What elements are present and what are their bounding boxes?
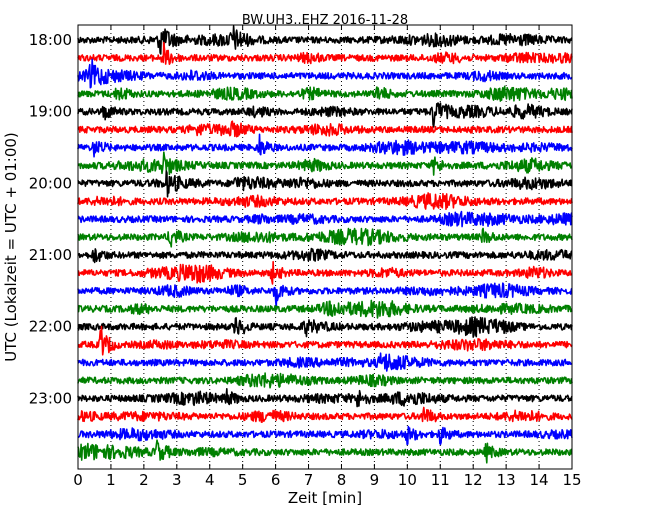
trace-row-19 [77,372,573,389]
seismogram-traces [77,25,573,464]
y-tick-label: 20:00 [29,174,72,192]
x-tick-label: 3 [172,471,182,489]
x-tick-label: 15 [562,471,581,489]
trace-row-5 [77,120,573,138]
trace-row-11 [77,227,573,248]
trace-row-22 [77,425,573,446]
x-tick-label: 1 [106,471,116,489]
x-axis-ticks: 0 1 2 3 4 5 6 7 8 9 10 11 12 13 14 15 [73,25,582,489]
trace-row-8 [77,170,573,198]
trace-row-4 [77,102,573,128]
x-tick-label: 14 [530,471,549,489]
x-tick-label: 2 [139,471,149,489]
trace-row-12 [77,247,573,264]
x-tick-label: 4 [205,471,215,489]
trace-row-16 [77,316,573,338]
trace-row-14 [77,282,573,309]
y-tick-label: 18:00 [29,31,72,49]
trace-row-9 [77,192,573,210]
trace-row-23 [77,439,573,464]
trace-row-7 [77,151,573,176]
trace-row-0 [77,25,573,55]
trace-row-21 [77,406,573,424]
chart-title: BW.UH3..EHZ 2016-11-28 [242,13,408,28]
trace-row-10 [77,210,573,228]
x-tick-label: 5 [238,471,248,489]
trace-row-6 [77,133,573,158]
trace-row-13 [77,260,573,285]
x-tick-label: 12 [464,471,483,489]
y-axis-label: UTC (Lokalzeit = UTC + 01:00) [2,132,20,362]
trace-row-2 [77,58,573,89]
x-tick-label: 9 [370,471,380,489]
y-tick-label: 21:00 [29,246,72,264]
y-tick-label: 23:00 [29,389,72,407]
trace-row-3 [77,85,573,102]
trace-row-18 [77,352,573,372]
y-tick-label: 22:00 [29,318,72,336]
x-tick-label: 11 [431,471,450,489]
trace-row-15 [77,299,573,319]
y-axis-ticks: 18:00 19:00 20:00 21:00 22:00 23:00 [29,31,572,407]
trace-row-17 [77,325,573,356]
trace-row-20 [77,387,573,408]
x-tick-label: 8 [337,471,347,489]
plot-frame [77,24,573,470]
x-tick-label: 0 [73,471,83,489]
y-tick-label: 19:00 [29,103,72,121]
x-tick-label: 13 [497,471,516,489]
x-tick-label: 10 [398,471,417,489]
x-axis-label: Zeit [min] [288,489,362,507]
x-tick-label: 7 [304,471,314,489]
trace-row-1 [77,41,573,65]
x-tick-label: 6 [271,471,281,489]
